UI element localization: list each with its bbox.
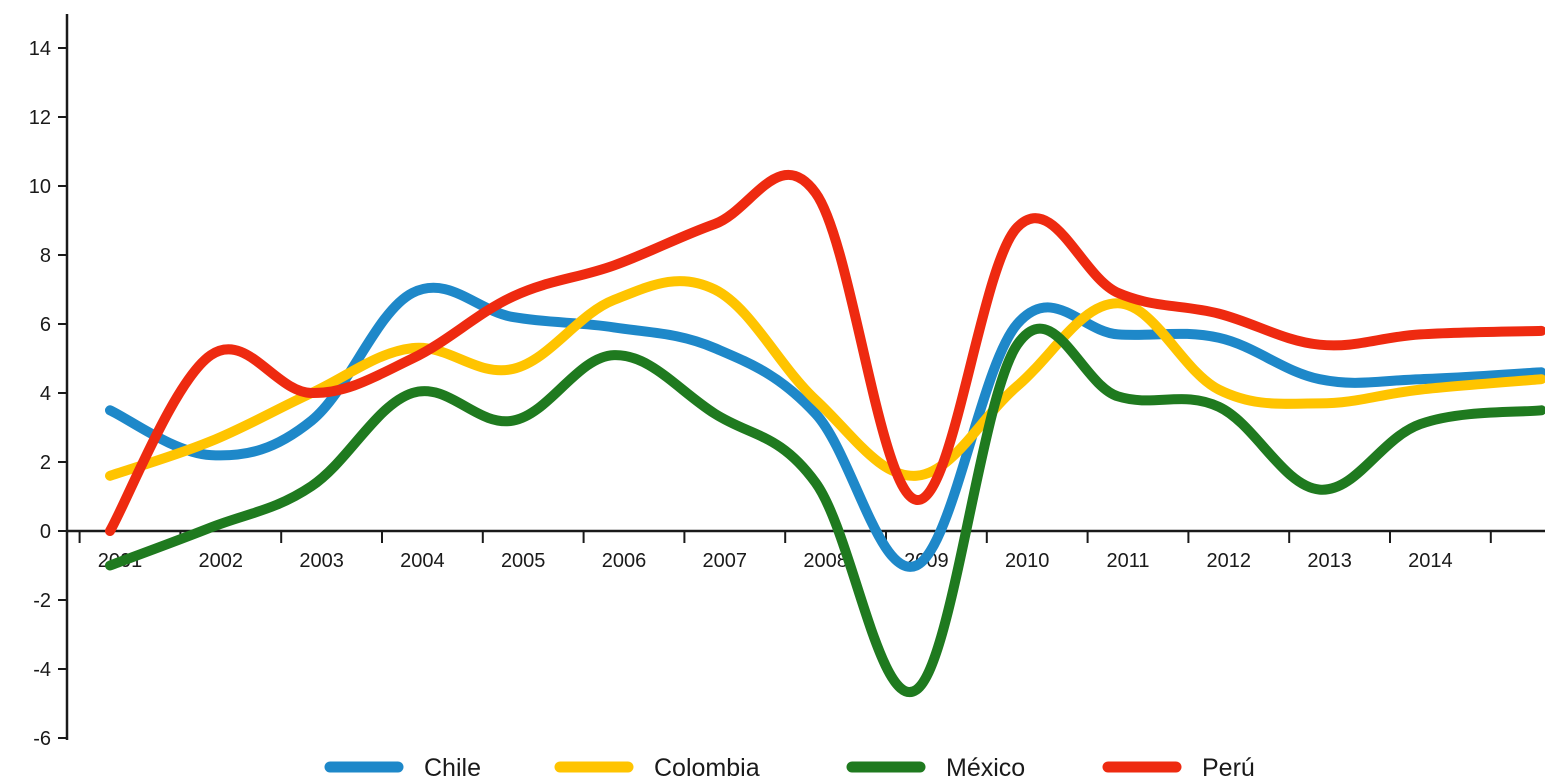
legend-label-chile: Chile (424, 754, 481, 781)
x-tick-label: 2005 (501, 550, 546, 572)
x-tick-label: 2014 (1408, 550, 1453, 572)
x-tick-label: 2007 (703, 550, 748, 572)
y-tick-label: 6 (40, 314, 51, 336)
x-tick-label: 2002 (199, 550, 244, 572)
y-tick-label: -2 (33, 590, 51, 612)
y-tick-label: 2 (40, 452, 51, 474)
y-tick-label: -6 (33, 728, 51, 750)
x-tick-label: 2011 (1106, 550, 1149, 572)
y-tick-label: 10 (29, 176, 51, 198)
x-tick-label: 2006 (602, 550, 647, 572)
x-tick-label: 2010 (1005, 550, 1050, 572)
x-tick-label: 2004 (400, 550, 445, 572)
y-axis: -6 -4 -2 0 2 4 6 8 10 12 14 (29, 14, 67, 750)
x-tick-label: 2013 (1307, 550, 1352, 572)
series-lines (110, 175, 1541, 692)
y-tick-label: 0 (40, 521, 51, 543)
y-tick-label: 12 (29, 107, 51, 129)
legend-label-mexico: México (946, 754, 1025, 781)
legend-label-colombia: Colombia (654, 754, 760, 781)
x-tick-label: 2012 (1207, 550, 1252, 572)
legend-label-peru: Perú (1202, 754, 1255, 781)
y-tick-label: -4 (33, 659, 51, 681)
legend: Chile Colombia México Perú (330, 754, 1255, 781)
series-line-chile (110, 288, 1541, 567)
x-tick-label: 2003 (299, 550, 344, 572)
y-tick-label: 4 (40, 383, 51, 405)
x-axis: 2001 2002 2003 2004 2005 2006 2007 2008 2009 2010… (67, 531, 1545, 572)
y-tick-label: 8 (40, 245, 51, 267)
y-tick-label: 14 (29, 38, 51, 60)
